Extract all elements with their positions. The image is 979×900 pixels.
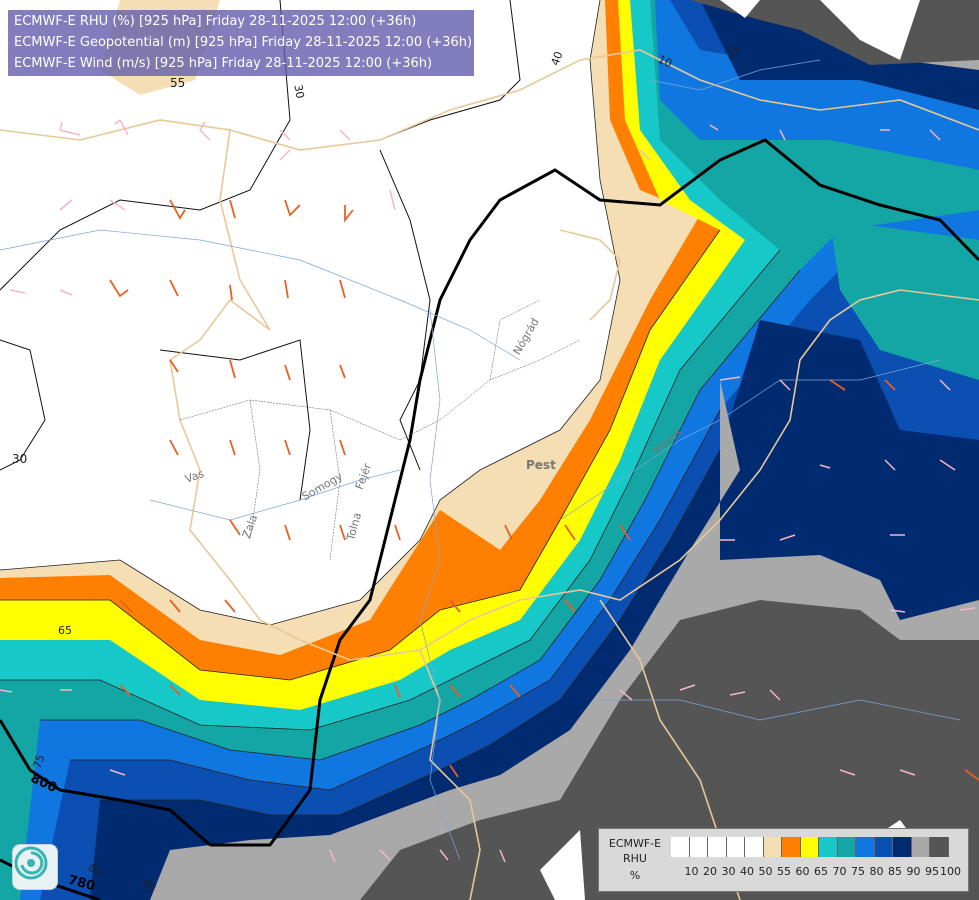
clear-patch-north-2 — [720, 0, 760, 18]
legend-swatch — [671, 837, 690, 857]
legend-swatch — [930, 837, 949, 857]
legend-swatch — [745, 837, 764, 857]
contour-label-30a: 30 — [12, 452, 28, 466]
contour-label-55: 55 — [170, 76, 186, 90]
legend-title-variable: RHU — [623, 852, 647, 865]
legend-swatch — [893, 837, 912, 857]
legend-tick-label: 90 — [906, 865, 921, 878]
legend-tick-label: 60 — [795, 865, 810, 878]
legend-swatch — [837, 837, 856, 857]
rhu-band-95-100 — [360, 600, 979, 900]
rhu-legend: ECMWF-E RHU % 10 20 30 40 50 55 60 65 70 75 80 85 90… — [598, 828, 969, 892]
legend-swatches — [671, 837, 949, 857]
legend-tick-label: 95 — [925, 865, 939, 878]
legend-tick-label: 85 — [888, 865, 902, 878]
legend-tick-label: 40 — [740, 865, 754, 878]
geopotential-contours — [0, 0, 521, 501]
legend-tick-label: 20 — [703, 865, 717, 878]
legend-tick-label: 75 — [851, 865, 865, 878]
legend-tick-label: 30 — [721, 865, 736, 878]
clear-patch-south — [540, 830, 585, 900]
rhu-band-70-75-east — [830, 220, 979, 380]
rivers — [0, 59, 961, 861]
legend-title-model: ECMWF-E — [608, 837, 662, 850]
legend-swatch — [726, 837, 745, 857]
title-rhu: ECMWF-E RHU (%) [925 hPa] Friday 28-11-2… — [14, 14, 417, 29]
wind-barbs-strong — [109, 199, 979, 781]
legend-swatch — [819, 837, 838, 857]
clear-patch-north — [820, 0, 920, 60]
wind-barbs-light — [0, 119, 976, 863]
legend-tick-label: 80 — [869, 865, 884, 878]
legend-swatch — [874, 837, 893, 857]
ecmwf-swirl-logo-icon — [12, 844, 58, 890]
title-geopotential: ECMWF-E Geopotential (m) [925 hPa] Frida… — [14, 35, 473, 50]
legend-swatch — [856, 837, 875, 857]
region-label-pest: Pest — [526, 458, 556, 472]
rhu-contours — [0, 0, 801, 816]
legend-tick-label: 50 — [758, 865, 773, 878]
title-wind: ECMWF-E Wind (m/s) [925 hPa] Friday 28-1… — [14, 56, 433, 71]
legend-tick-label: 10 — [684, 865, 699, 878]
legend-tick-label: 70 — [832, 865, 847, 878]
county-borders — [179, 299, 581, 561]
contour-label-30b: 30 — [291, 83, 307, 100]
legend-swatch — [782, 837, 801, 857]
title-panel: ECMWF-E RHU (%) [925 hPa] Friday 28-11-2… — [8, 10, 474, 76]
legend-swatch — [708, 837, 727, 857]
legend-tick-label: 65 — [814, 865, 828, 878]
legend-title-unit: % — [629, 869, 641, 882]
legend-swatch — [911, 837, 930, 857]
legend-tick-label: 55 — [777, 865, 791, 878]
geopotential-800-line — [210, 138, 979, 847]
contour-label-65: 65 — [58, 624, 72, 637]
legend-swatch — [763, 837, 782, 857]
legend-ticks: 10 20 30 40 50 55 60 65 70 75 80 85 90 95 100 — [671, 865, 967, 881]
legend-tick-label: 100 — [940, 865, 961, 878]
geopotential-800-line-west — [0, 719, 211, 847]
legend-swatch — [689, 837, 708, 857]
legend-swatch — [800, 837, 819, 857]
